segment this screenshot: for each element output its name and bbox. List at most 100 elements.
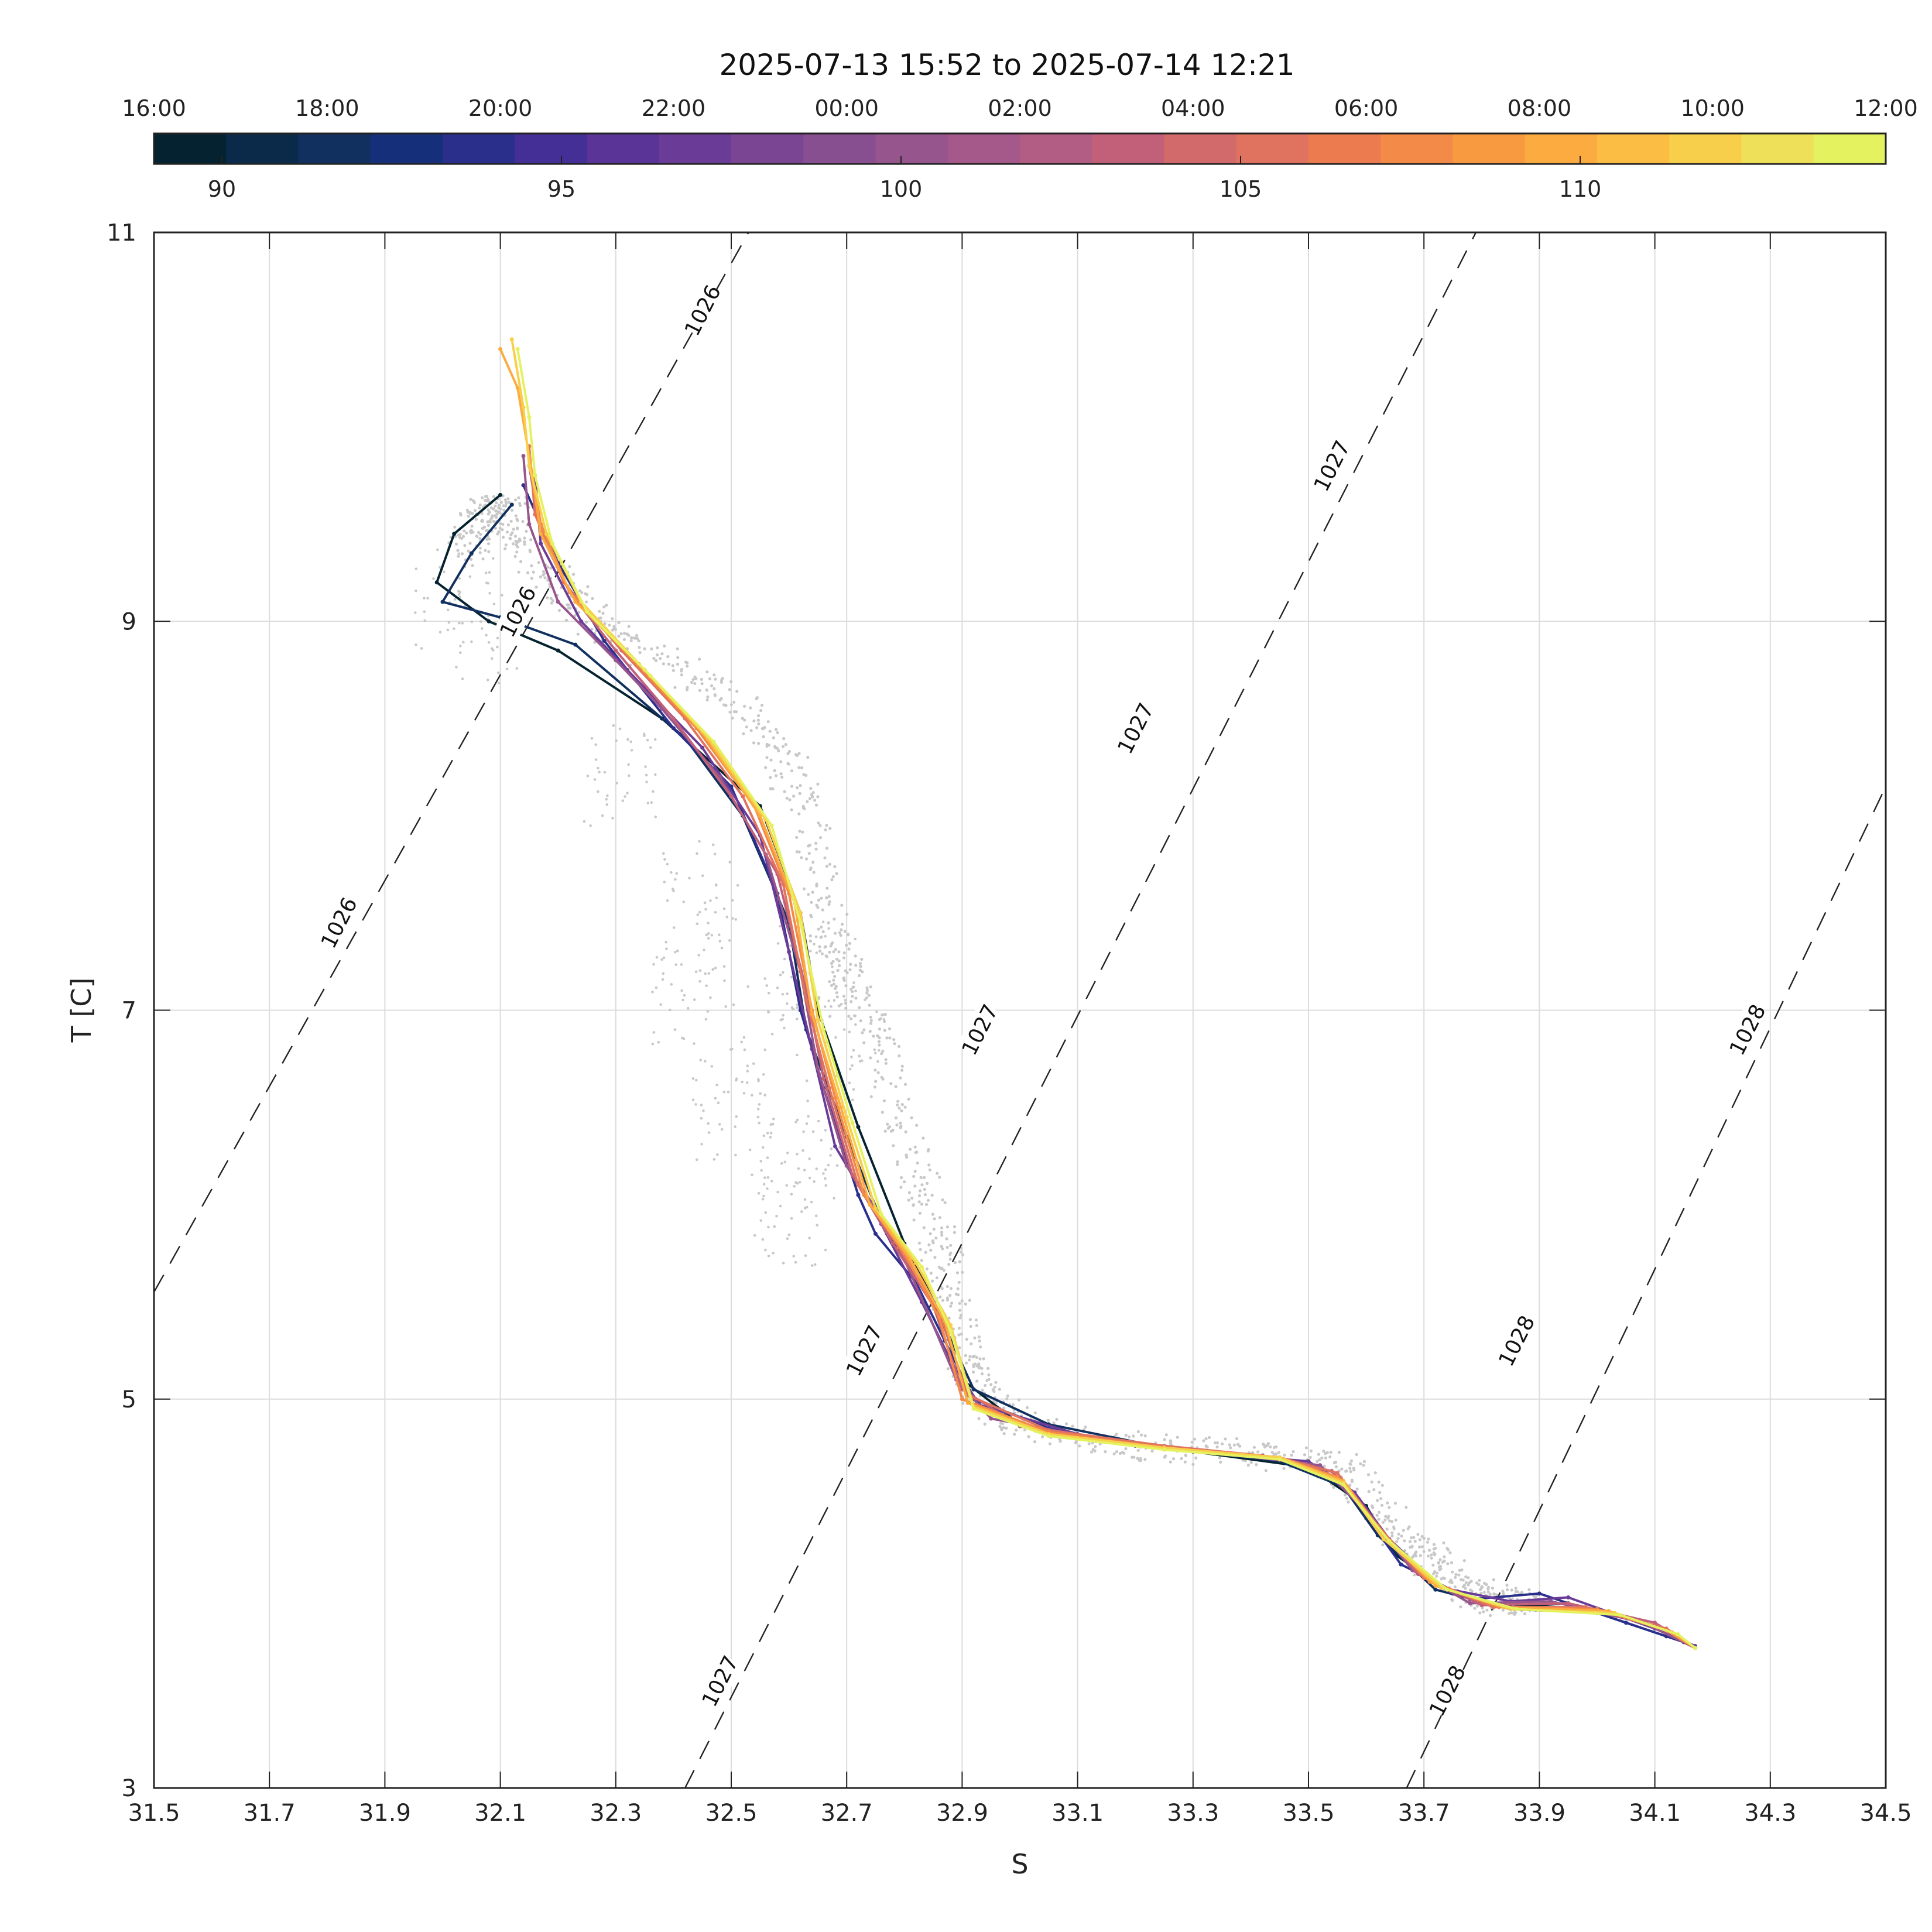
background-point	[840, 1003, 843, 1006]
colorbar-segment	[1741, 133, 1814, 164]
background-point	[1480, 1585, 1484, 1588]
profile-point	[856, 1183, 861, 1187]
background-point	[478, 537, 482, 540]
background-point	[786, 1002, 789, 1005]
background-point	[818, 836, 822, 840]
background-point	[759, 709, 763, 712]
background-point	[612, 724, 615, 727]
background-point	[960, 1332, 963, 1336]
background-point	[1027, 1435, 1030, 1438]
background-point	[842, 995, 846, 998]
background-point	[803, 1169, 806, 1171]
background-point	[580, 591, 584, 594]
background-point	[801, 806, 805, 810]
background-point	[690, 680, 694, 684]
colorbar-segment	[1813, 133, 1886, 164]
background-point	[769, 787, 772, 790]
background-point	[513, 498, 518, 502]
background-point	[899, 1126, 902, 1129]
background-point	[549, 597, 553, 600]
background-point	[469, 529, 472, 533]
background-point	[704, 972, 707, 975]
background-point	[486, 679, 489, 681]
background-point	[470, 557, 473, 561]
background-point	[827, 999, 830, 1002]
background-point	[1505, 1588, 1509, 1591]
background-point	[722, 1090, 726, 1094]
background-point	[681, 1036, 684, 1040]
background-point	[1502, 1592, 1505, 1595]
profile-point	[1549, 1599, 1553, 1604]
background-point	[803, 1198, 807, 1201]
background-point	[748, 1148, 752, 1152]
background-point	[695, 1158, 698, 1162]
profile-point	[440, 600, 445, 604]
background-point	[958, 1260, 961, 1263]
background-point	[1303, 1453, 1307, 1457]
background-point	[1453, 1585, 1457, 1589]
background-point	[643, 647, 646, 650]
background-point	[858, 1054, 861, 1058]
background-point	[666, 862, 669, 866]
background-point	[948, 1258, 952, 1261]
background-point	[861, 1031, 864, 1034]
background-point	[764, 1211, 767, 1214]
background-point	[757, 1192, 761, 1195]
background-point	[968, 1299, 971, 1302]
background-point	[1164, 1433, 1168, 1437]
background-point	[709, 996, 712, 999]
background-point	[490, 657, 494, 660]
background-point	[1464, 1587, 1467, 1590]
background-point	[514, 514, 518, 518]
colorbar-segment	[370, 133, 443, 164]
background-point	[873, 1048, 876, 1051]
background-point	[942, 1269, 946, 1272]
background-point	[1492, 1578, 1495, 1581]
background-point	[842, 976, 846, 979]
background-point	[1379, 1497, 1383, 1501]
background-point	[920, 1183, 924, 1187]
background-point	[1355, 1453, 1358, 1456]
background-point	[459, 651, 462, 655]
background-point	[686, 664, 689, 668]
colorbar-segment	[154, 133, 227, 164]
background-point	[827, 1163, 830, 1167]
background-point	[1451, 1570, 1454, 1574]
background-point	[660, 652, 664, 656]
background-point	[743, 1048, 746, 1051]
background-point	[667, 662, 670, 666]
background-point	[455, 666, 458, 669]
background-point	[714, 910, 717, 914]
background-point	[929, 1248, 933, 1252]
background-point	[940, 1245, 943, 1248]
background-point	[924, 1251, 927, 1254]
background-point	[782, 1013, 785, 1017]
background-point	[698, 657, 701, 661]
background-point	[694, 970, 698, 974]
background-point	[824, 1184, 828, 1187]
background-point	[776, 731, 779, 735]
background-point	[834, 948, 837, 951]
background-point	[763, 1094, 766, 1097]
background-point	[680, 669, 683, 673]
background-point	[796, 1053, 799, 1057]
background-point	[478, 551, 482, 554]
colorbar-segment	[947, 133, 1020, 164]
background-point	[696, 922, 699, 926]
background-point	[915, 1123, 919, 1127]
background-point	[590, 628, 594, 631]
background-point	[839, 933, 842, 937]
background-point	[627, 633, 631, 637]
background-point	[511, 531, 514, 535]
isopycnal-label-background	[841, 1323, 887, 1379]
background-point	[957, 1280, 961, 1284]
background-point	[611, 617, 614, 621]
background-point	[729, 680, 733, 683]
background-point	[940, 1226, 944, 1229]
background-point	[453, 627, 455, 631]
background-point	[998, 1388, 1001, 1391]
background-point	[854, 996, 858, 1000]
background-point	[900, 1068, 904, 1072]
background-point	[539, 575, 543, 578]
background-point	[1432, 1547, 1436, 1551]
